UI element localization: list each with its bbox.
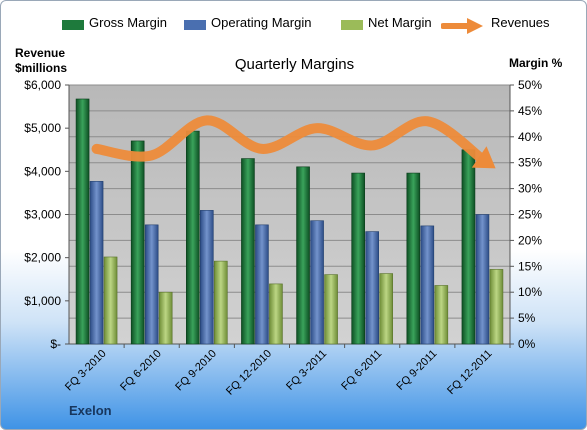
x-axis-category-label: FQ 9-2010 — [173, 348, 219, 394]
right-axis-tick-label: 45% — [518, 104, 542, 118]
left-axis-tick-label: $- — [50, 337, 61, 351]
right-axis-tick-label: 20% — [518, 233, 542, 247]
x-axis-category-label: FQ 3-2011 — [284, 348, 329, 393]
gross-margin-bar — [296, 166, 310, 345]
right-axis-title: Margin % — [509, 56, 563, 70]
operating-margin-bar — [420, 225, 435, 345]
legend-swatch-gross — [62, 20, 84, 30]
right-axis-tick-label: 30% — [518, 182, 542, 196]
gross-margin-bar — [406, 172, 421, 345]
gross-margin-bar — [351, 172, 365, 345]
operating-margin-bar — [310, 220, 324, 345]
x-axis-category-label: FQ 3-2010 — [63, 348, 109, 394]
left-axis-tick-label: $4,000 — [24, 164, 61, 178]
right-axis-tick-label: 15% — [518, 259, 542, 273]
left-axis-tick-label: $2,000 — [24, 251, 61, 265]
net-margin-bar — [103, 256, 118, 345]
revenues-line — [91, 115, 488, 165]
left-axis-title-line2: $millions — [15, 61, 68, 75]
x-axis-category-label: FQ 12-2010 — [224, 348, 274, 398]
net-margin-bar — [434, 285, 449, 345]
gross-margin-bar — [130, 140, 145, 345]
legend-label-net: Net Margin — [368, 15, 432, 30]
right-axis-tick-label: 0% — [518, 337, 536, 351]
company-label: Exelon — [69, 403, 112, 418]
operating-margin-bar — [365, 231, 379, 345]
operating-margin-bar — [89, 181, 104, 345]
net-margin-bar — [379, 273, 393, 345]
operating-margin-bar — [255, 224, 269, 345]
right-axis-tick-label: 35% — [518, 156, 542, 170]
net-margin-bar — [324, 274, 338, 345]
right-axis-tick-label: 50% — [518, 78, 542, 92]
legend-label-operating: Operating Margin — [211, 15, 312, 30]
x-axis-category-label: FQ 12-2011 — [445, 348, 494, 397]
net-margin-bar — [214, 260, 228, 345]
right-axis-tick-label: 40% — [518, 130, 542, 144]
legend-label-revenues: Revenues — [491, 15, 550, 30]
revenues-arrowhead — [471, 146, 496, 169]
operating-margin-bar — [144, 224, 159, 345]
gross-margin-bar — [461, 149, 476, 345]
left-axis-tick-label: $1,000 — [24, 294, 61, 308]
gross-margin-bar — [186, 130, 200, 345]
chart-title: Quarterly Margins — [234, 56, 355, 73]
net-margin-bar — [158, 291, 173, 345]
x-axis-category-label: FQ 6-2010 — [118, 348, 164, 394]
legend-swatch-net — [341, 20, 363, 30]
x-axis-category-label: FQ 6-2011 — [339, 348, 384, 393]
operating-margin-bar — [200, 210, 214, 345]
net-margin-bar — [489, 269, 504, 345]
right-axis-tick-label: 10% — [518, 285, 542, 299]
left-axis-tick-label: $5,000 — [24, 121, 61, 135]
net-margin-bar — [269, 283, 283, 345]
legend-swatch-operating — [184, 20, 206, 30]
gross-margin-bar — [241, 158, 255, 345]
left-axis-tick-label: $3,000 — [24, 208, 61, 222]
legend-label-gross: Gross Margin — [89, 15, 168, 30]
right-axis-tick-label: 5% — [518, 311, 536, 325]
gross-margin-bar — [75, 98, 90, 345]
right-axis-tick-label: 25% — [518, 208, 542, 222]
left-axis-title-line1: Revenue — [15, 46, 66, 60]
left-axis-tick-label: $6,000 — [24, 78, 61, 92]
left-axis-title: Revenue $millions — [15, 46, 67, 76]
operating-margin-bar — [475, 214, 490, 345]
x-axis-category-label: FQ 9-2011 — [394, 348, 439, 393]
legend-swatch-revenues-arrow — [441, 18, 483, 34]
